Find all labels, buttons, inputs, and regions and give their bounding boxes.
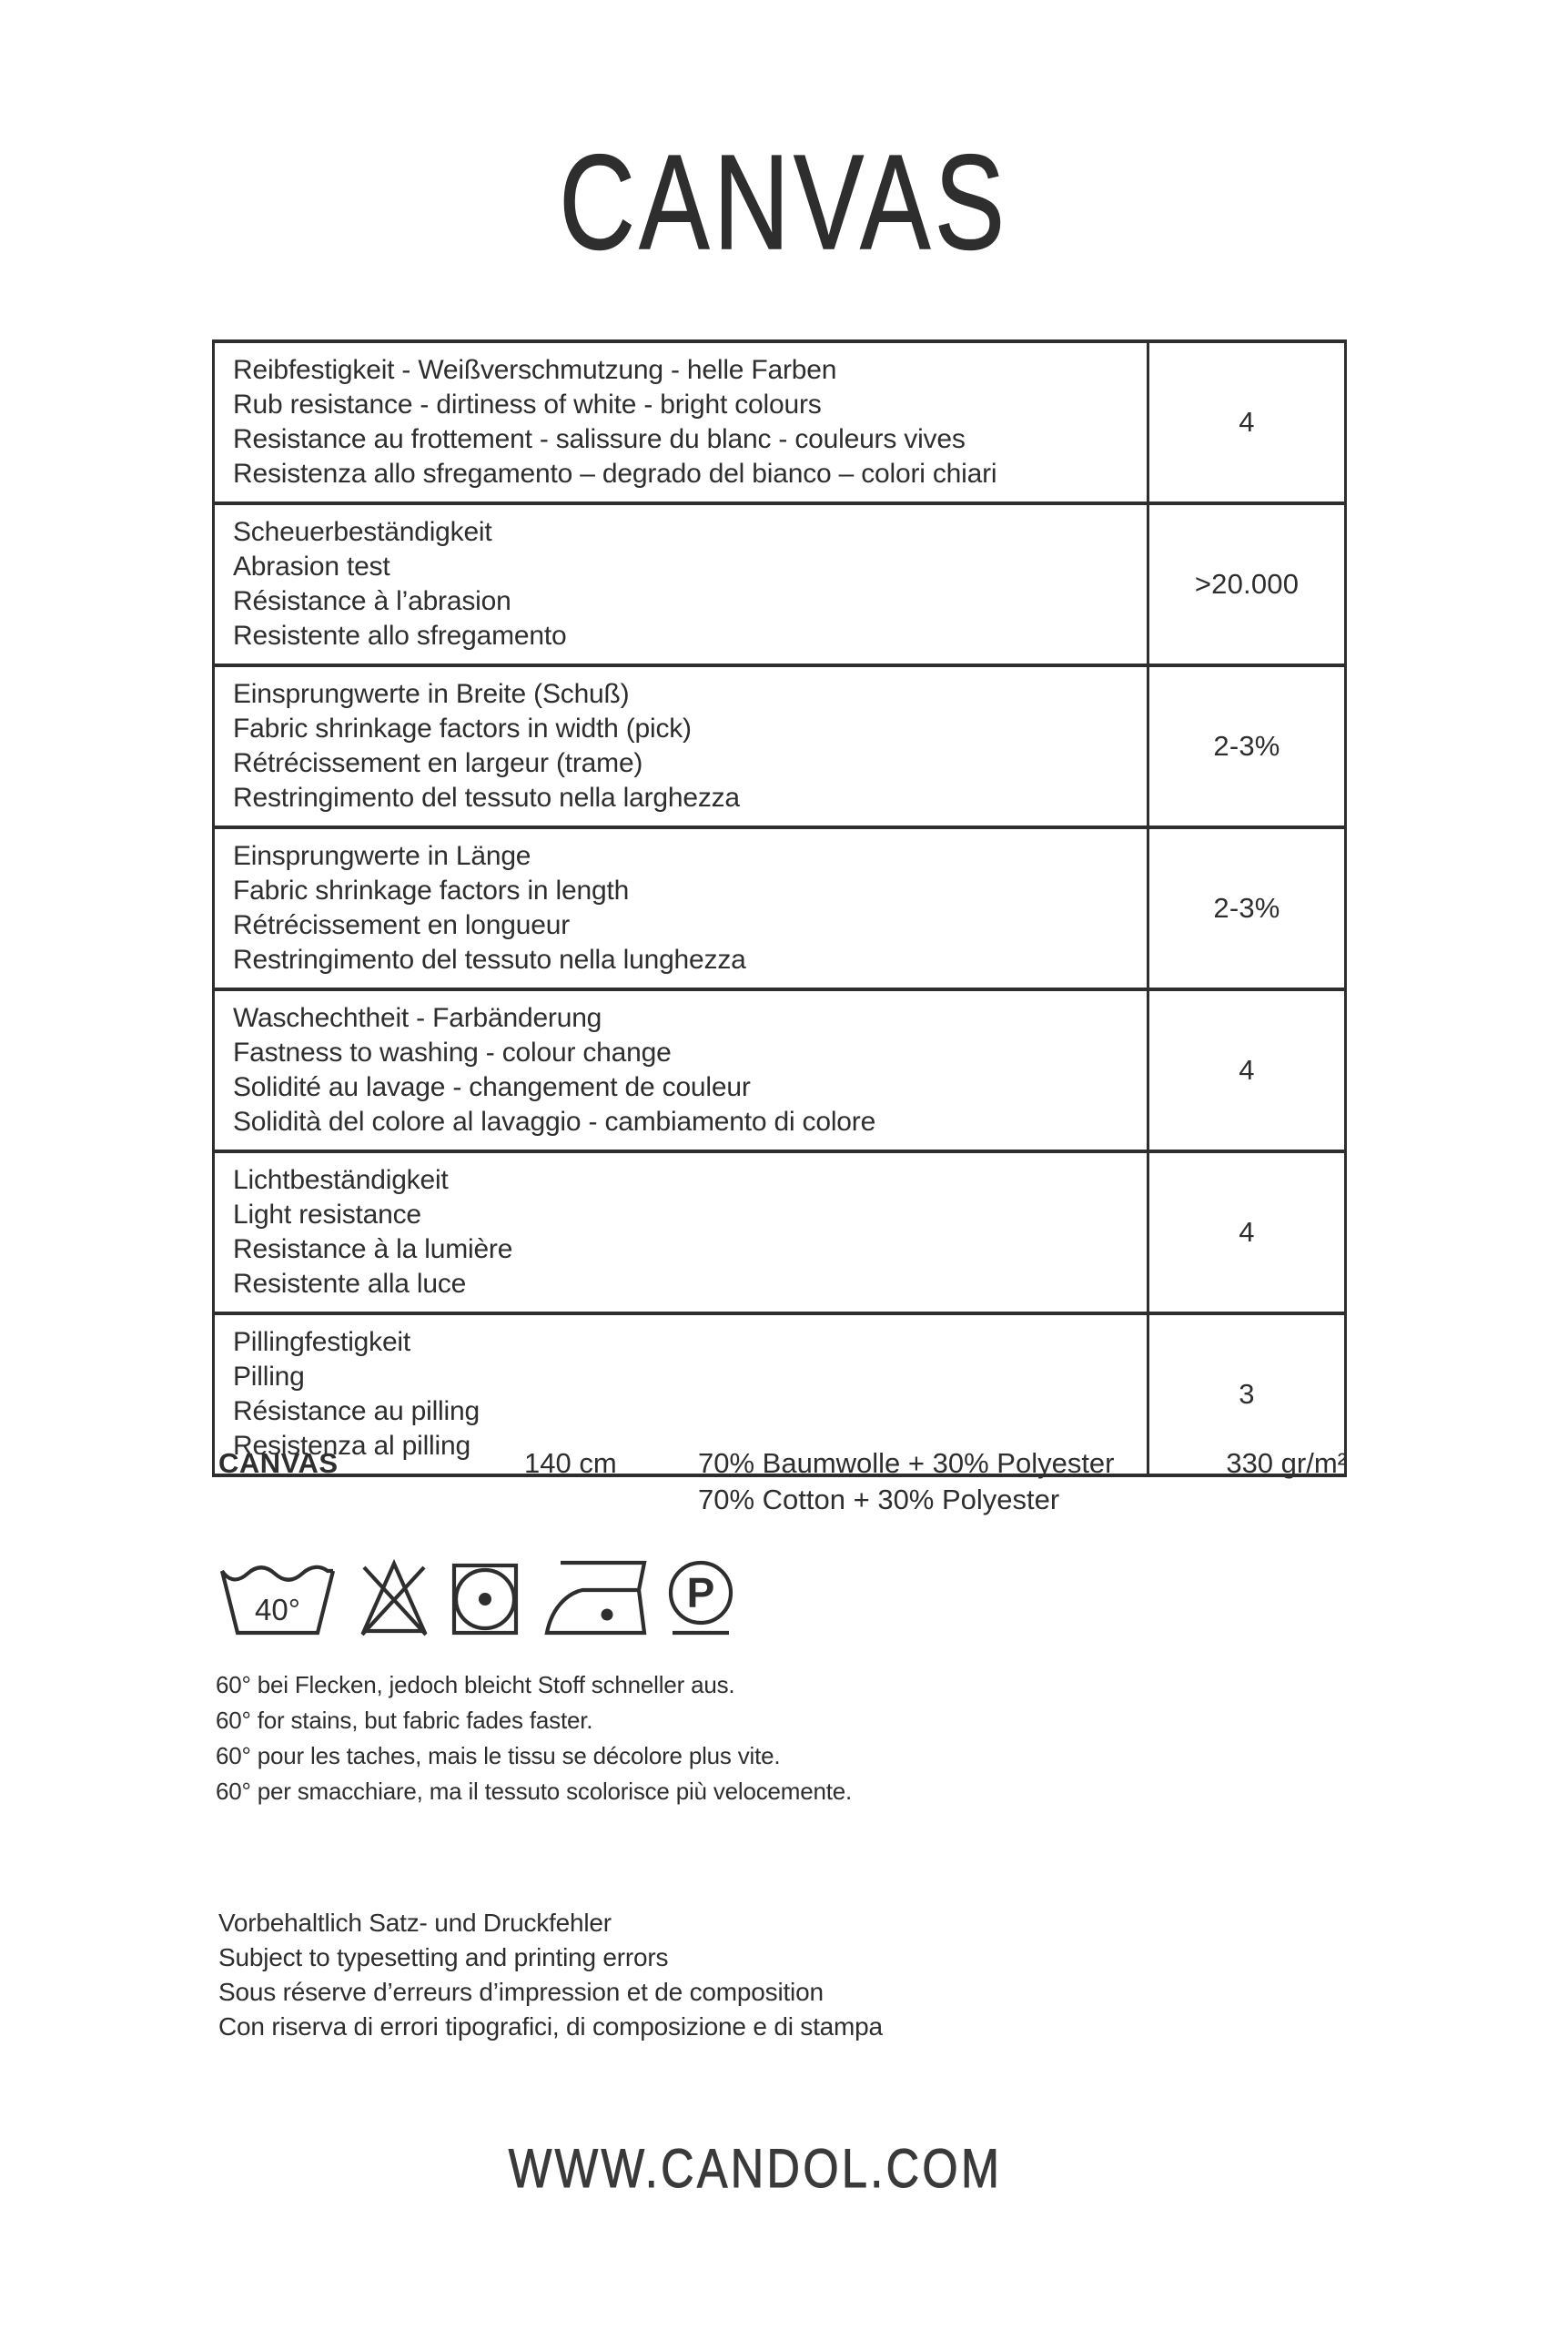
row-labels: Einsprungwerte in Breite (Schuß) Fabric … (212, 664, 1149, 829)
fabric-summary: CANVAS 140 cm 70% Baumwolle + 30% Polyes… (218, 1445, 1347, 1518)
row-labels: Scheuerbeständigkeit Abrasion test Résis… (212, 501, 1149, 667)
row-value: 2-3% (1147, 826, 1347, 991)
svg-text:40°: 40° (255, 1593, 300, 1626)
table-row: Pillingfestigkeit Pilling Résistance au … (212, 1312, 1347, 1477)
row-labels: Reibfestigkeit - Weißverschmutzung - hel… (212, 339, 1149, 505)
table-row: Reibfestigkeit - Weißverschmutzung - hel… (212, 339, 1347, 505)
table-row: Scheuerbeständigkeit Abrasion test Résis… (212, 501, 1347, 667)
row-value: >20.000 (1147, 501, 1347, 667)
row-labels: Pillingfestigkeit Pilling Résistance au … (212, 1312, 1149, 1477)
iron-one-dot-icon (544, 1560, 647, 1636)
row-labels: Waschechtheit - Farbänderung Fastness to… (212, 988, 1149, 1153)
row-value: 4 (1147, 339, 1347, 505)
table-row: Waschechtheit - Farbänderung Fastness to… (212, 988, 1347, 1153)
professional-dry-clean-p-icon: P (668, 1560, 733, 1636)
washing-notes: 60° bei Flecken, jedoch bleicht Stoff sc… (216, 1671, 853, 1805)
spec-table: Reibfestigkeit - Weißverschmutzung - hel… (212, 339, 1347, 1477)
website-url: WWW.CANDOL.COM (508, 2138, 1003, 2200)
page-title: CANVAS (559, 127, 1009, 279)
care-symbols: 40° P (218, 1556, 734, 1636)
wash-40-icon: 40° (219, 1565, 336, 1636)
row-value: 4 (1147, 988, 1347, 1153)
row-labels: Einsprungwerte in Länge Fabric shrinkage… (212, 826, 1149, 991)
fabric-name: CANVAS (218, 1447, 339, 1479)
disclaimer: Vorbehaltlich Satz- und Druckfehler Subj… (218, 1909, 883, 2041)
fabric-composition: 70% Baumwolle + 30% Polyester 70% Cotton… (698, 1447, 1115, 1515)
fabric-width: 140 cm (524, 1447, 617, 1479)
svg-text:P: P (687, 1569, 715, 1616)
fabric-weight: 330 gr/m² (1226, 1447, 1347, 1479)
row-value: 2-3% (1147, 664, 1347, 829)
table-row: Lichtbeständigkeit Light resistance Resi… (212, 1150, 1347, 1315)
row-value: 4 (1147, 1150, 1347, 1315)
tumble-dry-one-dot-icon (451, 1563, 519, 1636)
table-row: Einsprungwerte in Breite (Schuß) Fabric … (212, 664, 1347, 829)
row-labels: Lichtbeständigkeit Light resistance Resi… (212, 1150, 1149, 1315)
row-value: 3 (1147, 1312, 1347, 1477)
table-row: Einsprungwerte in Länge Fabric shrinkage… (212, 826, 1347, 991)
do-not-bleach-icon (360, 1558, 428, 1636)
